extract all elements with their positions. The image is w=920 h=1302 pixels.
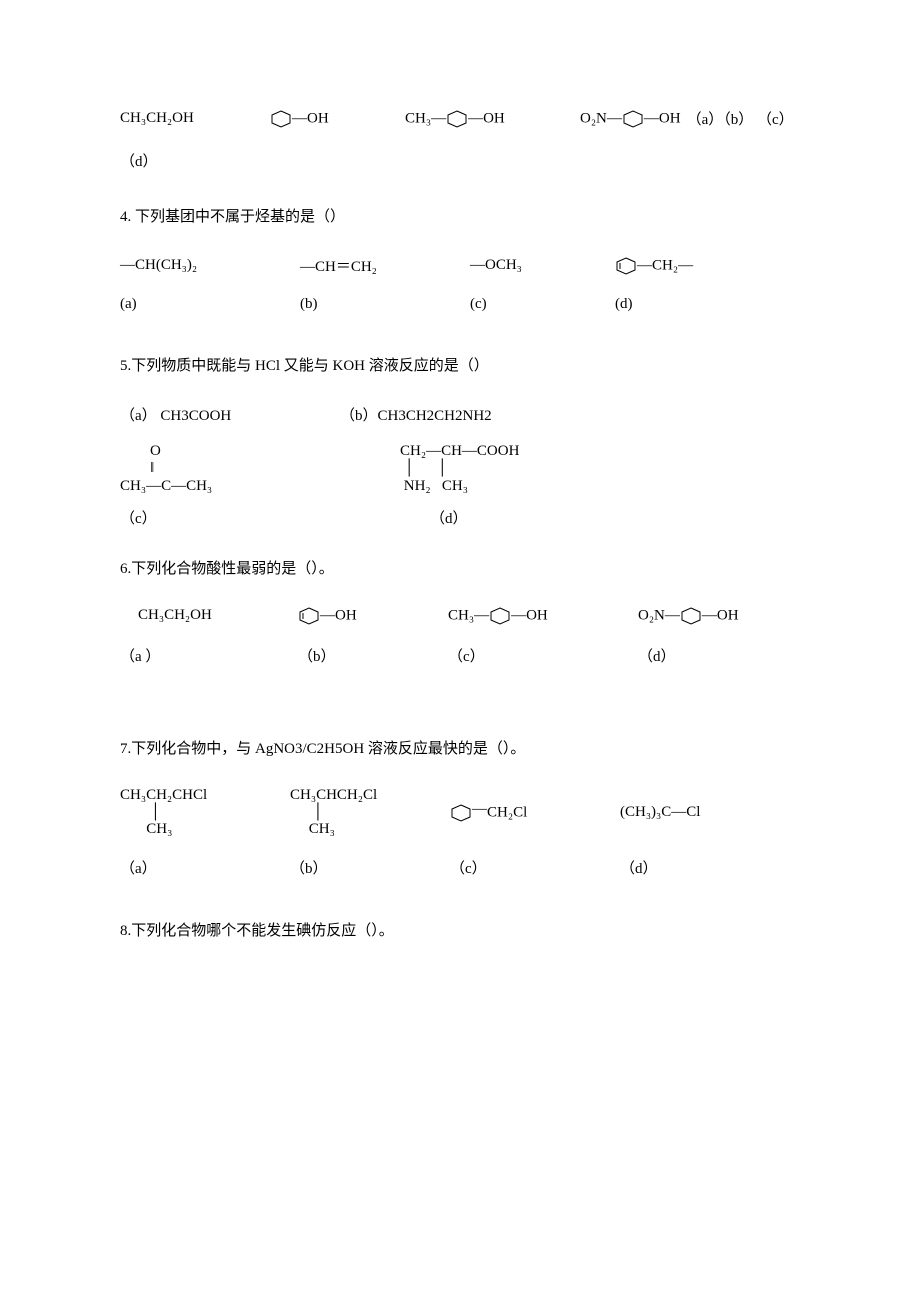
q3-opt-a: CH₃CH₂OH — [120, 110, 270, 127]
q6-label-d: （d） — [638, 645, 676, 666]
q5-c-l3: CH₃—C—CH₃ — [120, 478, 212, 494]
q5-d-l1: CH₂—CH—COOH — [400, 443, 519, 459]
q5-opt-b: （b）CH3CH2CH2NH2 — [340, 404, 492, 425]
q7-opt-c: —CH₂Cl — [450, 804, 620, 822]
q6-opt-d-prefix: O₂N — [638, 607, 665, 623]
q7-a-l1: CH₃CH₂CHCl — [120, 787, 207, 803]
q4-opt-c: —OCH₃ — [470, 257, 615, 274]
q6-options-row: CH₃CH₂OH —OH CH₃——OH O₂N——OH — [120, 607, 800, 625]
q4-opt-d-suffix: CH₂— — [652, 257, 693, 273]
q4-options-row: —CH(CH₃)₂ —CH＝CH₂ —OCH₃ —CH₂— — [120, 255, 800, 276]
benzene-icon — [615, 257, 637, 275]
q3-opt-c-prefix: CH₃ — [405, 110, 431, 126]
q6-label-c: （c） — [448, 645, 638, 666]
q7-label-d: （d） — [620, 857, 658, 878]
benzene-icon — [622, 110, 644, 128]
q3-options-row: CH₃CH₂OH —OH CH₃——OH O₂N——OH （a）（b） （c） — [120, 108, 800, 129]
q7-a-l2: │ — [120, 804, 161, 820]
benzene-icon — [298, 607, 320, 625]
q4-label-b: (b) — [300, 296, 470, 313]
q6-opt-b: —OH — [298, 607, 448, 625]
q5-c-l1: O — [120, 443, 161, 459]
q7-b-l1: CH₃CHCH₂Cl — [290, 787, 377, 803]
q5-c-l2: ‖ — [120, 460, 154, 476]
q7-b-l2: │ — [290, 804, 323, 820]
q7-opt-b-struct: CH₃CHCH₂Cl │ CH₃ — [290, 787, 450, 839]
q7-opt-c-suffix: CH₂Cl — [487, 804, 527, 820]
q4-stem: 4. 下列基团中不属于烃基的是（） — [120, 204, 800, 231]
q7-opt-a-struct: CH₃CH₂CHCl │ CH₃ — [120, 787, 290, 839]
q7-opt-d: (CH₃)₃C—Cl — [620, 804, 700, 821]
q5-row-cd-struct: O ‖ CH₃—C—CH₃ CH₂—CH—COOH │ │ NH₂ CH₃ — [120, 443, 800, 495]
q7-label-c: （c） — [450, 857, 620, 878]
q6-opt-d-suffix: OH — [717, 607, 739, 623]
q5-row-ab: （a） CH3COOH （b）CH3CH2CH2NH2 — [120, 404, 800, 425]
q5-label-d: （d） — [430, 507, 468, 528]
q5-opt-a: （a） CH3COOH — [120, 404, 340, 425]
benzene-icon — [446, 110, 468, 128]
q4-label-d: (d) — [615, 296, 633, 313]
q6-label-a: （a ） — [120, 645, 298, 666]
q3-opt-c-suffix: OH — [483, 110, 505, 126]
q3-opt-b: —OH — [270, 110, 405, 128]
q7-labels-row: （a） （b） （c） （d） — [120, 857, 800, 878]
q5-opt-c-struct: O ‖ CH₃—C—CH₃ — [120, 443, 400, 495]
q5-label-c: （c） — [120, 507, 430, 528]
q3-opt-d: O₂N——OH — [580, 110, 681, 128]
q5-opt-d-struct: CH₂—CH—COOH │ │ NH₂ CH₃ — [400, 443, 519, 495]
q7-options-row: CH₃CH₂CHCl │ CH₃ CH₃CHCH₂Cl │ CH₃ —CH₂Cl… — [120, 787, 800, 839]
q5-d-l3: NH₂ CH₃ — [400, 478, 468, 494]
q5-stem-text: 5.下列物质中既能与 HCl 又能与 KOH 溶液反应的是（） — [120, 358, 489, 374]
q4-label-a: (a) — [120, 296, 300, 313]
q3-opt-a-text: CH₃CH₂OH — [120, 110, 194, 126]
q3-labels-inline: （a）（b） （c） — [687, 108, 794, 129]
q6-opt-a-text: CH₃CH₂OH — [138, 607, 212, 623]
q7-label-b: （b） — [290, 857, 450, 878]
q3-opt-c: CH₃——OH — [405, 110, 580, 128]
q6-opt-c-prefix: CH₃ — [448, 607, 474, 623]
q5-d-l2: │ │ — [400, 460, 448, 476]
q5-labels-cd: （c） （d） — [120, 507, 800, 528]
q6-labels-row: （a ） （b） （c） （d） — [120, 645, 800, 666]
q6-stem: 6.下列化合物酸性最弱的是（）。 — [120, 556, 800, 583]
q6-opt-a: CH₃CH₂OH — [138, 607, 298, 624]
q4-labels-row: (a) (b) (c) (d) — [120, 296, 800, 313]
q6-opt-b-suffix: OH — [335, 607, 357, 623]
q4-opt-d: —CH₂— — [615, 257, 693, 275]
q4-opt-b: —CH＝CH₂ — [300, 255, 470, 276]
q6-opt-d: O₂N——OH — [638, 607, 739, 625]
q3-opt-b-suffix: OH — [307, 110, 329, 126]
document-page: CH₃CH₂OH —OH CH₃——OH O₂N——OH （a）（b） （c） … — [0, 0, 920, 945]
benzene-icon — [489, 607, 511, 625]
q4-label-c: (c) — [470, 296, 615, 313]
benzene-icon — [450, 804, 472, 822]
q3-opt-d-suffix: OH — [659, 110, 681, 126]
benzene-icon — [270, 110, 292, 128]
q5-stem: 5.下列物质中既能与 HCl 又能与 KOH 溶液反应的是（） — [120, 353, 800, 380]
q6-opt-c: CH₃——OH — [448, 607, 638, 625]
q6-opt-c-suffix: OH — [526, 607, 548, 623]
q7-label-a: （a） — [120, 857, 290, 878]
q7-b-l3: CH₃ — [290, 821, 335, 837]
q6-label-b: （b） — [298, 645, 448, 666]
q8-stem: 8.下列化合物哪个不能发生碘仿反应（）。 — [120, 918, 800, 945]
benzene-icon — [680, 607, 702, 625]
q3-label-d: （d） — [120, 149, 800, 176]
q7-stem: 7.下列化合物中，与 AgNO3/C2H5OH 溶液反应最快的是（）。 — [120, 736, 800, 763]
q3-opt-d-prefix: O₂N — [580, 110, 607, 126]
q4-opt-a: —CH(CH₃)₂ — [120, 257, 300, 274]
q7-a-l3: CH₃ — [120, 821, 172, 837]
